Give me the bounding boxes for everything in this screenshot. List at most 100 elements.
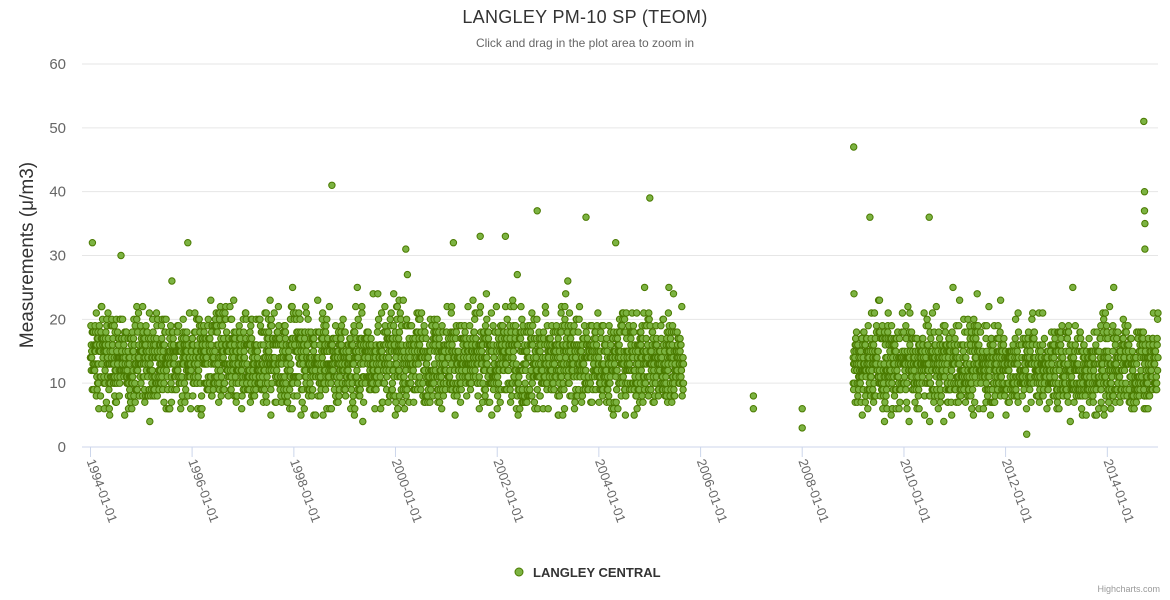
data-point bbox=[528, 379, 536, 387]
data-point bbox=[1133, 360, 1141, 368]
data-point bbox=[302, 309, 311, 317]
data-point bbox=[989, 341, 997, 349]
data-point bbox=[238, 392, 246, 400]
data-point bbox=[227, 385, 235, 394]
series-points[interactable] bbox=[86, 117, 1162, 438]
data-point bbox=[514, 411, 522, 419]
data-point bbox=[466, 385, 475, 394]
data-point bbox=[639, 398, 647, 406]
data-point bbox=[994, 322, 1002, 330]
data-point bbox=[287, 360, 295, 368]
data-point bbox=[955, 296, 964, 304]
data-point bbox=[402, 392, 410, 400]
data-point bbox=[483, 315, 491, 323]
data-point bbox=[1101, 373, 1110, 381]
data-point bbox=[678, 392, 686, 400]
data-point bbox=[905, 417, 913, 426]
data-point bbox=[653, 341, 661, 349]
data-point bbox=[423, 360, 431, 368]
data-point bbox=[141, 398, 149, 406]
data-point bbox=[288, 283, 297, 292]
data-point bbox=[969, 411, 978, 419]
legend-label[interactable]: LANGLEY CENTRAL bbox=[533, 565, 661, 580]
credits-link[interactable]: Highcharts.com bbox=[1097, 584, 1160, 594]
data-point bbox=[940, 417, 948, 426]
data-point bbox=[854, 392, 862, 400]
data-point bbox=[607, 341, 615, 349]
data-point bbox=[300, 405, 308, 413]
data-point bbox=[934, 405, 942, 413]
legend[interactable]: LANGLEY CENTRAL bbox=[514, 565, 661, 580]
data-point bbox=[533, 207, 541, 215]
data-point bbox=[961, 398, 970, 406]
data-point bbox=[188, 334, 197, 343]
data-point bbox=[976, 328, 985, 336]
data-point bbox=[349, 341, 357, 349]
data-point bbox=[850, 143, 858, 151]
data-point bbox=[1128, 347, 1137, 355]
data-point bbox=[414, 360, 422, 368]
data-point bbox=[1029, 309, 1037, 317]
data-point bbox=[664, 366, 672, 375]
data-point bbox=[1055, 405, 1063, 413]
data-point bbox=[864, 322, 872, 330]
data-point bbox=[1058, 322, 1066, 330]
data-point bbox=[260, 385, 269, 394]
data-point bbox=[377, 309, 386, 317]
data-point bbox=[528, 309, 536, 317]
data-point bbox=[1064, 328, 1073, 336]
data-point bbox=[640, 283, 649, 292]
data-point bbox=[1151, 360, 1159, 368]
data-point bbox=[637, 366, 645, 375]
data-point bbox=[967, 392, 975, 400]
data-point bbox=[220, 379, 229, 387]
data-point bbox=[666, 334, 675, 343]
data-point bbox=[106, 411, 114, 419]
data-point bbox=[1109, 392, 1118, 400]
data-point bbox=[105, 405, 114, 413]
data-point bbox=[469, 296, 477, 304]
data-point bbox=[439, 392, 448, 400]
data-point bbox=[113, 328, 122, 336]
data-point bbox=[182, 385, 190, 394]
data-point bbox=[1089, 392, 1097, 400]
data-point bbox=[1119, 315, 1128, 323]
data-point bbox=[923, 315, 931, 323]
data-point bbox=[1045, 398, 1054, 406]
data-point bbox=[464, 302, 472, 311]
y-tick-label: 0 bbox=[58, 439, 66, 456]
data-point bbox=[466, 322, 474, 330]
data-point bbox=[240, 328, 248, 336]
data-point bbox=[1109, 322, 1117, 330]
data-point bbox=[194, 373, 202, 381]
data-point bbox=[893, 366, 901, 375]
data-point bbox=[96, 392, 105, 400]
data-point bbox=[253, 347, 262, 355]
data-point bbox=[281, 328, 290, 336]
data-point bbox=[970, 315, 978, 323]
data-point bbox=[512, 360, 521, 368]
data-point bbox=[407, 322, 416, 330]
data-point bbox=[654, 392, 663, 400]
data-point bbox=[131, 398, 139, 406]
data-point bbox=[1014, 328, 1023, 336]
data-point bbox=[749, 392, 758, 400]
data-point bbox=[1043, 405, 1051, 413]
y-tick-label: 40 bbox=[49, 184, 66, 201]
data-point bbox=[98, 302, 106, 311]
data-point bbox=[226, 302, 234, 311]
data-point bbox=[386, 315, 394, 323]
data-point bbox=[354, 315, 362, 323]
data-point bbox=[1005, 398, 1013, 406]
data-point bbox=[577, 347, 585, 355]
data-point bbox=[973, 290, 981, 298]
data-point bbox=[999, 341, 1008, 349]
data-point bbox=[533, 315, 541, 323]
data-point bbox=[174, 322, 183, 330]
data-point bbox=[407, 379, 415, 387]
data-point bbox=[1141, 245, 1149, 253]
data-point bbox=[1001, 392, 1009, 400]
data-point bbox=[372, 385, 380, 394]
data-point bbox=[1154, 353, 1162, 362]
